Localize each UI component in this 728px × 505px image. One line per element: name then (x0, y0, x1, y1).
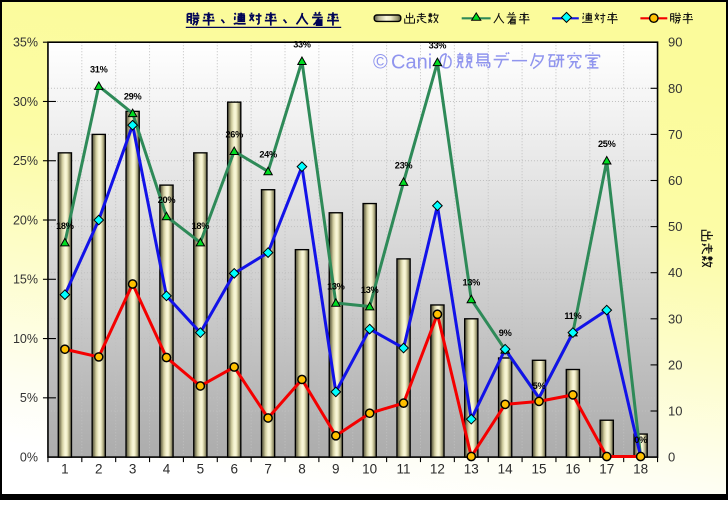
svg-text:11%: 11% (564, 311, 581, 321)
svg-text:15%: 15% (13, 273, 38, 287)
svg-text:6: 6 (230, 462, 238, 477)
svg-text:5: 5 (197, 462, 205, 477)
svg-text:14: 14 (498, 462, 514, 477)
svg-text:18%: 18% (56, 221, 74, 231)
svg-text:Cani: Cani (391, 52, 432, 74)
svg-text:13%: 13% (463, 278, 481, 288)
svg-text:17: 17 (599, 462, 614, 477)
svg-text:8: 8 (298, 462, 306, 477)
svg-text:©: © (373, 52, 388, 74)
svg-text:23%: 23% (395, 160, 413, 170)
svg-text:0%: 0% (634, 435, 647, 445)
svg-text:10%: 10% (13, 332, 38, 346)
svg-text:10: 10 (668, 404, 682, 419)
svg-text:33%: 33% (293, 39, 311, 49)
svg-text:18%: 18% (192, 221, 210, 231)
svg-text:25%: 25% (598, 139, 616, 149)
svg-text:26%: 26% (225, 130, 243, 140)
svg-text:30: 30 (668, 311, 682, 326)
svg-text:18: 18 (633, 462, 648, 477)
svg-text:10: 10 (362, 462, 377, 477)
svg-text:9: 9 (332, 462, 340, 477)
svg-text:11: 11 (397, 462, 411, 477)
svg-text:35%: 35% (13, 36, 38, 50)
svg-text:13%: 13% (327, 281, 345, 291)
svg-text:30%: 30% (13, 95, 38, 109)
svg-text:9%: 9% (499, 328, 512, 338)
svg-text:16: 16 (565, 462, 580, 477)
svg-text:20%: 20% (13, 213, 38, 227)
svg-text:1: 1 (61, 462, 69, 477)
svg-text:12: 12 (430, 462, 445, 477)
svg-text:3: 3 (129, 462, 137, 477)
svg-text:13: 13 (464, 462, 479, 477)
svg-text:2: 2 (95, 462, 103, 477)
svg-text:7: 7 (264, 462, 272, 477)
svg-text:20%: 20% (158, 195, 176, 205)
svg-text:5%: 5% (20, 391, 38, 405)
svg-text:33%: 33% (429, 41, 447, 51)
svg-text:31%: 31% (90, 64, 108, 74)
svg-text:15: 15 (532, 462, 547, 477)
svg-text:60: 60 (668, 173, 682, 188)
svg-text:90: 90 (668, 35, 682, 50)
svg-text:80: 80 (668, 81, 682, 96)
svg-text:0: 0 (668, 450, 675, 465)
svg-text:25%: 25% (13, 154, 38, 168)
svg-text:24%: 24% (259, 150, 277, 160)
svg-text:0%: 0% (20, 450, 38, 464)
svg-text:5%: 5% (533, 381, 546, 391)
svg-text:70: 70 (668, 127, 682, 142)
svg-text:4: 4 (163, 462, 171, 477)
svg-text:40: 40 (668, 265, 682, 280)
svg-text:20: 20 (668, 357, 682, 372)
svg-text:13%: 13% (361, 285, 379, 295)
svg-text:29%: 29% (124, 92, 142, 102)
svg-text:50: 50 (668, 219, 682, 234)
